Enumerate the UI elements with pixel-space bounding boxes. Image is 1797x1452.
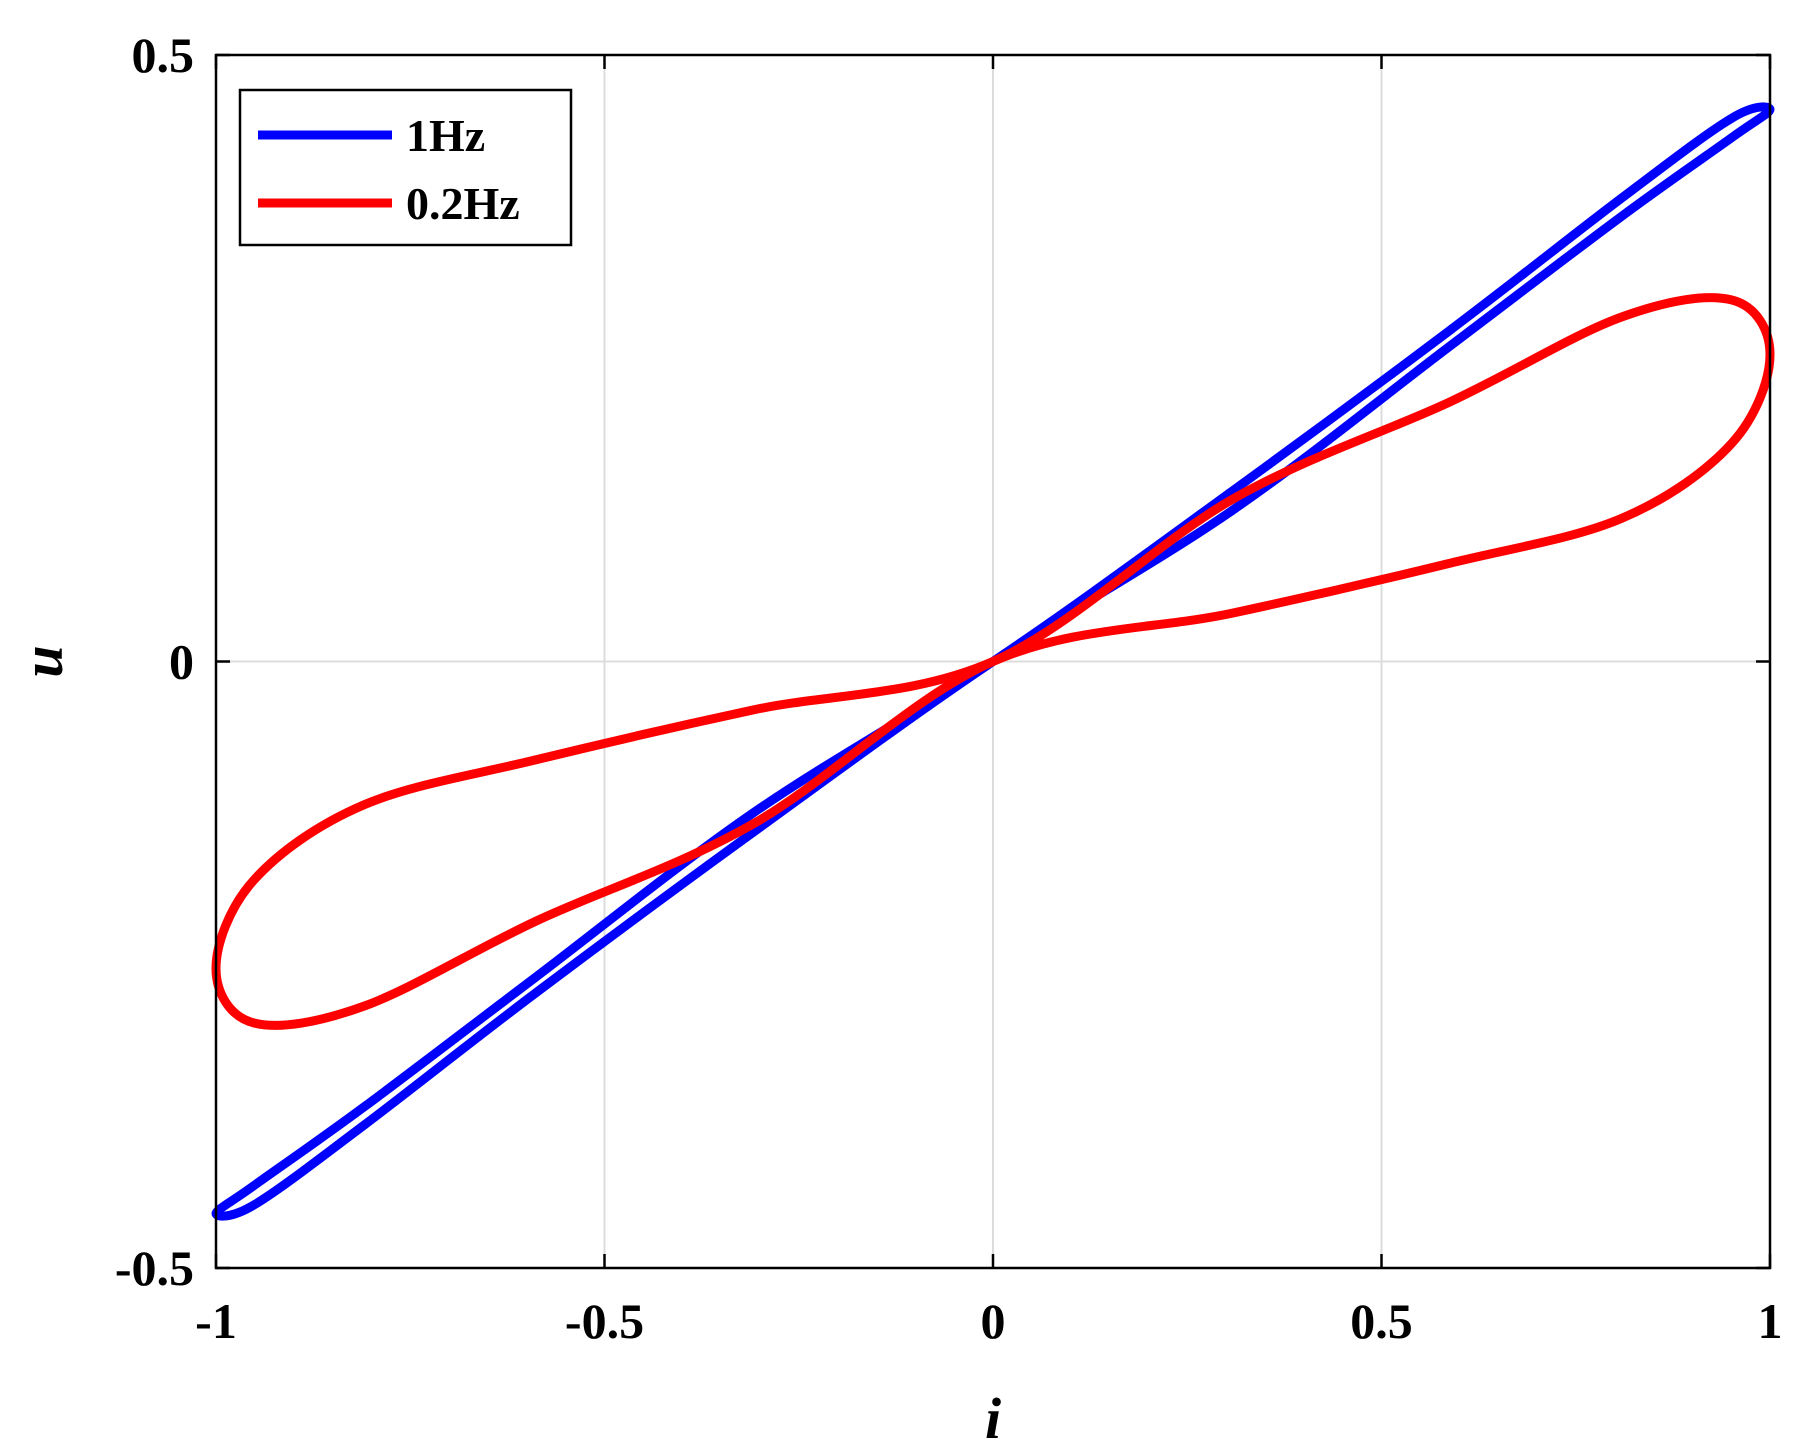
x-tick-label-4: 1: [1758, 1293, 1783, 1349]
x-tick-label-3: 0.5: [1350, 1293, 1413, 1349]
legend: 1Hz 0.2Hz: [238, 88, 573, 247]
tick-labels: -1 -0.5 0 0.5 1-0.500.5: [115, 27, 1783, 1349]
x-tick-label-2: 0: [981, 1293, 1006, 1349]
x-axis-label: i: [985, 1386, 1001, 1451]
y-axis-label: u: [10, 645, 75, 677]
y-tick-label-1: 0: [169, 634, 194, 690]
y-tick-label-2: 0.5: [132, 27, 195, 83]
x-tick-label-0: -1: [195, 1293, 237, 1349]
x-tick-label-1: -0.5: [565, 1293, 644, 1349]
ticks: [214, 53, 1772, 1270]
legend-box: [238, 88, 573, 247]
y-tick-label-0: -0.5: [115, 1240, 194, 1296]
series-line-1: [211, 293, 1775, 1030]
series-layer: [211, 102, 1775, 1221]
legend-label-1: 0.2Hz: [406, 178, 520, 229]
legend-label-0: 1Hz: [406, 110, 485, 161]
